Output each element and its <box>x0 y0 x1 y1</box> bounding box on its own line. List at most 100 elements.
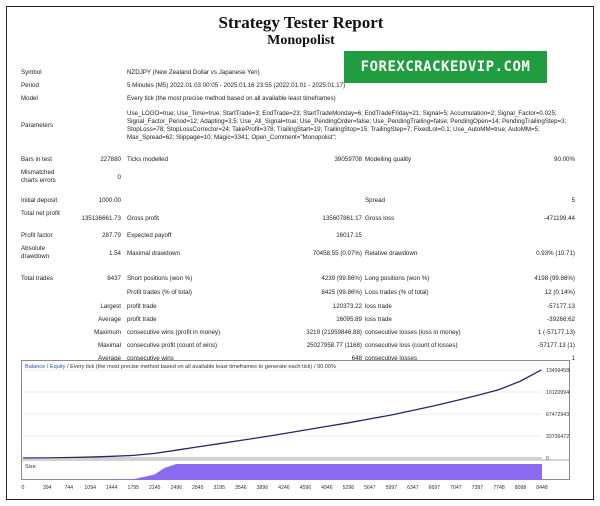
ticks-label: Ticks modelled <box>127 156 169 163</box>
x-tick-label: 7748 <box>493 485 505 491</box>
avg-cw-label: consecutive wins <box>127 355 174 362</box>
balance-chart-svg: Balance / Equity / Every tick (the most … <box>21 360 570 491</box>
largest-profit-value: 120373.22 <box>332 303 362 310</box>
largest-loss-value: -57177.13 <box>547 303 575 310</box>
y-tick-label: 67472943 <box>546 412 569 418</box>
max-cl-label: consecutive losses (loss in money) <box>365 329 461 336</box>
y-tick-label: 33736472 <box>546 434 569 440</box>
loss-trades-label: Loss trades (% of total) <box>365 289 429 296</box>
x-tick-label: 3195 <box>214 485 226 491</box>
x-tick-label: 8098 <box>515 485 527 491</box>
legend-balance: Balance <box>25 364 45 370</box>
x-tick-label: 3896 <box>257 485 269 491</box>
maxdd-label: Maximal drawdown <box>127 250 180 257</box>
chart-legend: Balance / Equity / Every tick (the most … <box>25 364 336 370</box>
x-tick-label: 744 <box>64 485 73 491</box>
x-tick-label: 2845 <box>192 485 204 491</box>
avg-cw-value: 648 <box>351 355 362 362</box>
balance-line <box>22 369 542 459</box>
trades-label: Total trades <box>21 275 53 282</box>
pf-label: Profit factor <box>21 232 53 239</box>
x-tick-label: 7397 <box>472 485 484 491</box>
x-tick-label: 2145 <box>149 485 161 491</box>
quality-label: Modelling quality <box>365 156 412 163</box>
bars-label: Bars in test <box>21 156 52 163</box>
x-tick-label: 6347 <box>407 485 419 491</box>
reldd-value: 0.93% (10.71) <box>536 250 575 257</box>
maxdd-value: 70458.55 (0.07%) <box>312 250 362 257</box>
legend-rest: / Every tick (the most precise method ba… <box>65 364 336 370</box>
average-profit-label: profit trade <box>127 316 157 323</box>
absdd-value: 1.54 <box>108 250 121 257</box>
avg-cl-value: 1 <box>571 355 575 362</box>
largest-profit-label: profit trade <box>127 303 157 310</box>
x-tick-label: 1094 <box>84 485 96 491</box>
x-tick-label: 5997 <box>386 485 398 491</box>
average-loss-label: loss trade <box>365 316 392 323</box>
reldd-label: Relative drawdown <box>365 250 418 257</box>
maximal-cl-value: -57177.13 (1) <box>537 342 575 349</box>
grossprofit-value: 135607861.17 <box>322 215 362 222</box>
report-subtitle: Monopolist <box>267 33 335 48</box>
spread-value: 5 <box>571 197 575 204</box>
avg2-label: Average <box>98 355 121 362</box>
x-tick-label: 4946 <box>321 485 333 491</box>
profit-trades-value: 8425 (99.86%) <box>321 289 362 296</box>
balance-chart: Balance / Equity / Every tick (the most … <box>21 360 570 491</box>
period-label: Period <box>21 82 39 89</box>
short-value: 4239 (99.86%) <box>321 275 362 282</box>
loss-trades-value: 12 (0.14%) <box>544 289 575 296</box>
y-tick-label: 101209941 <box>546 390 570 396</box>
netprofit-value: 135136661.73 <box>81 215 121 222</box>
max-cw-label: consecutive wins (profit in money) <box>127 329 221 336</box>
mismatch-value: 0 <box>117 174 121 181</box>
deposit-label: Initial deposit <box>21 197 58 204</box>
maximal-cw-value: 25027958.77 (1168) <box>306 342 362 349</box>
chart-border <box>21 360 570 480</box>
x-tick-label: 1444 <box>106 485 118 491</box>
parameters-label: Parameters <box>21 122 53 129</box>
x-tick-label: 4596 <box>300 485 312 491</box>
quality-value: 90.00% <box>554 156 575 163</box>
profit-trades-label: Profit trades (% of total) <box>127 289 192 296</box>
bars-value: 227880 <box>100 156 121 163</box>
size-area <box>23 464 542 480</box>
y-tick-label: 134994588 <box>546 368 570 374</box>
x-tick-label: 8448 <box>536 485 548 491</box>
x-tick-label: 0 <box>22 485 25 491</box>
legend-equity: Equity <box>50 364 66 370</box>
maximal-cw-label: consecutive profit (count of wins) <box>127 342 218 349</box>
max-cw-value: 3219 (21959846.88) <box>306 329 362 336</box>
pf-value: 287.79 <box>102 232 121 239</box>
x-tick-label: 394 <box>43 485 52 491</box>
max-cl-value: 1 (-57177.13) <box>537 329 575 336</box>
legend-sep: / <box>45 364 50 370</box>
grossloss-value: -471199.44 <box>544 215 575 222</box>
symbol-value: NZDJPY (New Zealand Dollar vs Japanese Y… <box>127 69 260 76</box>
maximum-label: Maximum <box>94 329 121 336</box>
spread-label: Spread <box>365 197 385 204</box>
grossprofit-label: Gross profit <box>127 215 159 222</box>
x-tick-label: 3546 <box>235 485 247 491</box>
watermark-badge: FOREXCRACKEDVIP.COM <box>344 51 547 83</box>
long-value: 4198 (99.86%) <box>534 275 575 282</box>
trades-value: 8437 <box>107 275 121 282</box>
size-label: Size <box>25 464 36 470</box>
x-tick-label: 5647 <box>364 485 376 491</box>
maximal-cl-label: consecutive loss (count of losses) <box>365 342 458 349</box>
ticks-value: 39059708 <box>334 156 362 163</box>
x-tick-label: 4246 <box>278 485 290 491</box>
ep-value: 16017.15 <box>336 232 362 239</box>
x-tick-label: 6697 <box>429 485 441 491</box>
average-label: Average <box>98 316 121 323</box>
long-label: Long positions (won %) <box>365 275 430 282</box>
short-label: Short positions (won %) <box>127 275 193 282</box>
mismatch-label: Mismatched charts errors <box>21 169 56 184</box>
x-tick-label: 5296 <box>343 485 355 491</box>
netprofit-label: Total net profit <box>21 210 60 217</box>
x-tick-label: 7047 <box>450 485 462 491</box>
deposit-value: 1000.00 <box>98 197 121 204</box>
x-tick-label: 1795 <box>128 485 140 491</box>
model-label: Model <box>21 95 38 102</box>
average-loss-value: -39266.62 <box>547 316 575 323</box>
